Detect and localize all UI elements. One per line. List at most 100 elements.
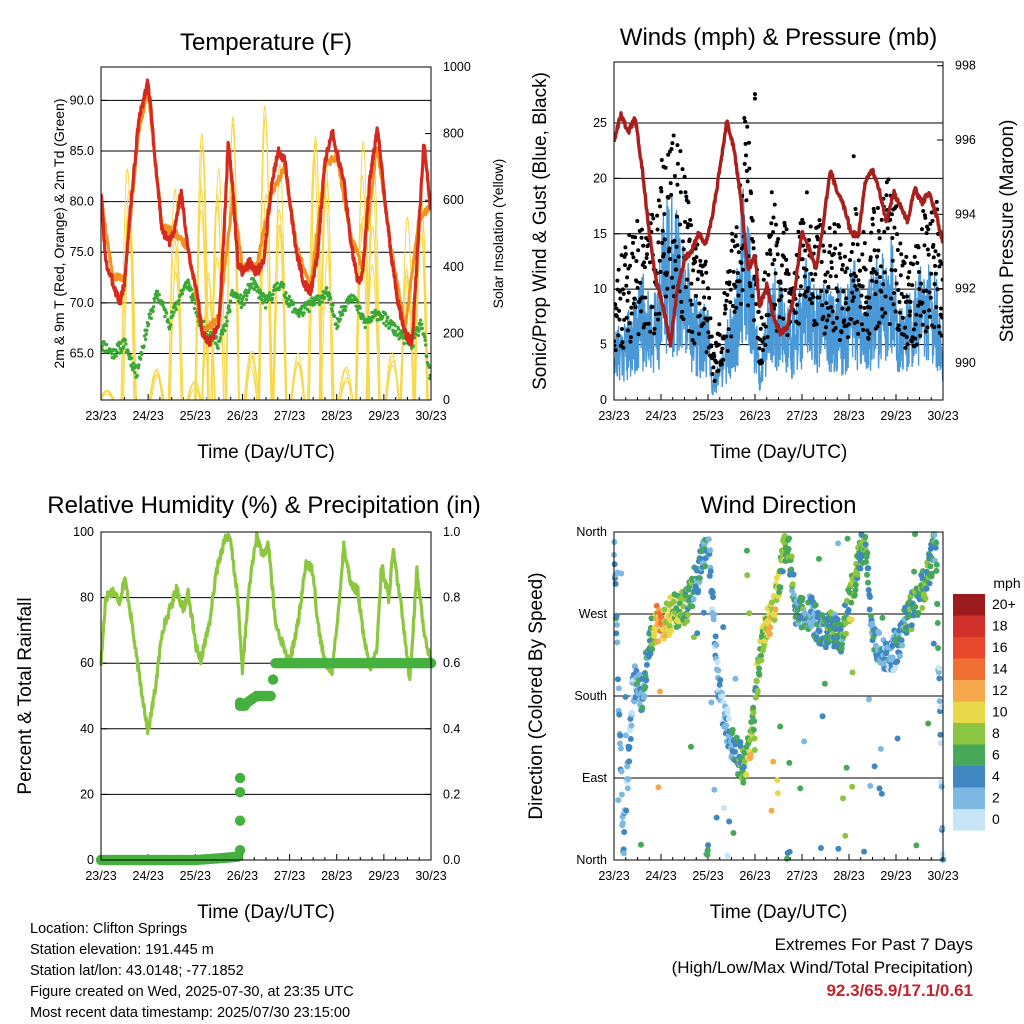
gust-point [931, 255, 936, 260]
gust-point [784, 227, 789, 232]
gust-point [908, 309, 913, 314]
chart-title-2: Winds (mph) & Pressure (mb) [620, 24, 937, 51]
gust-point [663, 165, 668, 170]
solar-insolation-trace [195, 145, 210, 400]
direction-point [930, 640, 937, 647]
x-tick-label: 26/23 [739, 409, 770, 423]
gust-point [908, 300, 913, 305]
gust-point [738, 301, 743, 306]
gust-point [655, 213, 660, 218]
direction-point [661, 606, 668, 613]
gust-point [906, 282, 911, 287]
gust-point [635, 219, 640, 224]
direction-point [616, 711, 623, 718]
gust-point [717, 332, 722, 337]
gust-point [905, 294, 910, 299]
precipitation-point [265, 690, 276, 702]
gust-point [614, 314, 619, 319]
direction-point [933, 567, 940, 574]
gust-point [692, 341, 697, 346]
gust-point [897, 300, 902, 305]
direction-point [867, 782, 874, 789]
direction-point [894, 735, 901, 742]
direction-point [896, 653, 903, 660]
y2-axis-label-1: Solar Insolation (Yellow) [490, 159, 506, 309]
x-axis-label-2: Time (Day/UTC) [710, 442, 848, 463]
dewpoint-point [115, 349, 119, 354]
gust-point [919, 281, 924, 286]
colorbar-label: 12 [992, 682, 1008, 698]
gust-point [867, 295, 872, 300]
gust-point [723, 306, 728, 311]
direction-point [707, 568, 714, 575]
gust-point [923, 329, 928, 334]
gust-point [895, 247, 900, 252]
gust-point [681, 247, 686, 252]
direction-point [776, 589, 783, 596]
gust-point [646, 321, 651, 326]
gust-point [894, 232, 899, 237]
gust-point [834, 286, 839, 291]
gust-point [911, 327, 916, 332]
gust-point [920, 300, 925, 305]
gust-point [918, 333, 923, 338]
direction-point [774, 777, 781, 784]
gust-point [690, 338, 695, 343]
gust-point [878, 275, 883, 280]
gust-point [768, 252, 773, 257]
y2-tick-label: 0.6 [443, 656, 460, 670]
dewpoint-point [242, 302, 246, 307]
gust-point [824, 289, 829, 294]
humidity-series [95, 531, 437, 866]
gust-point [666, 152, 671, 157]
dewpoint-point [185, 286, 190, 291]
gust-point [760, 339, 765, 344]
x-tick-label: 25/23 [180, 409, 211, 423]
gust-point [675, 143, 680, 148]
direction-point [923, 585, 930, 592]
dewpoint-point [163, 314, 167, 319]
colorbar-label: 18 [992, 618, 1008, 634]
gust-point [856, 258, 861, 263]
direction-point [790, 592, 797, 599]
gust-point [798, 221, 803, 226]
direction-point [788, 587, 795, 594]
y-tick-label: 65.0 [70, 346, 94, 360]
x-tick-label: 23/23 [598, 409, 629, 423]
x-tick-label: 25/23 [692, 409, 723, 423]
dewpoint-point [418, 318, 423, 322]
gust-point [747, 166, 752, 171]
direction-point [912, 531, 919, 538]
gust-point [889, 267, 894, 272]
gust-point [880, 314, 885, 319]
gust-point [683, 190, 688, 195]
gust-point [729, 334, 734, 339]
gust-point [933, 249, 938, 254]
colorbar-swatch [953, 723, 985, 745]
gust-point [688, 217, 693, 222]
gust-point [697, 301, 702, 306]
direction-point [636, 671, 643, 678]
gust-point [656, 240, 661, 245]
gust-point [752, 318, 757, 323]
direction-point [934, 601, 941, 608]
y-axis-label-1: 2m & 9m T (Red, Orange) & 2m Td (Green) [51, 99, 67, 369]
gust-point [698, 258, 703, 263]
gust-point [634, 259, 639, 264]
gust-point [688, 298, 693, 303]
gust-point [694, 294, 699, 299]
gust-point [620, 340, 625, 345]
gust-point [716, 342, 721, 347]
gust-point [853, 284, 858, 289]
gust-point [641, 325, 646, 330]
gust-point [769, 221, 774, 226]
gust-point [894, 281, 899, 286]
gust-point [713, 340, 718, 345]
gust-point [678, 190, 683, 195]
solar-insolation-trace [101, 389, 115, 400]
direction-point [719, 693, 726, 700]
gust-point [687, 237, 692, 242]
gust-point [781, 230, 786, 235]
dewpoint-point [361, 314, 366, 319]
gust-point [869, 270, 874, 275]
